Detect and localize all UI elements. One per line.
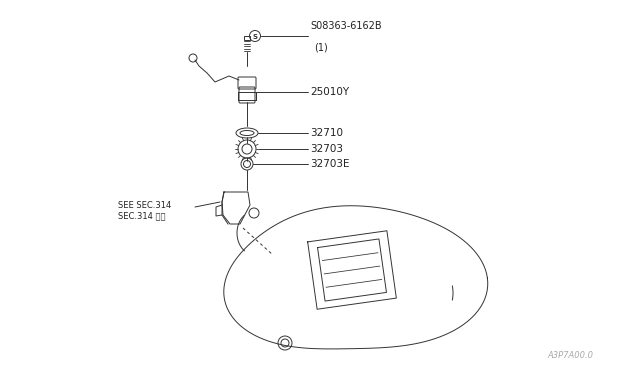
Bar	[238, 92, 256, 100]
Text: A3P7A00.0: A3P7A00.0	[547, 350, 593, 359]
Text: 32703E: 32703E	[310, 159, 349, 169]
Bar	[244, 36, 250, 40]
Text: SEC.314 参照: SEC.314 参照	[118, 212, 166, 221]
Text: 32703: 32703	[310, 144, 343, 154]
Text: S08363-6162B: S08363-6162B	[310, 21, 381, 31]
Text: 25010Y: 25010Y	[310, 87, 349, 97]
Text: 32710: 32710	[310, 128, 343, 138]
Text: (1): (1)	[314, 42, 328, 52]
Text: S: S	[253, 33, 257, 39]
Text: SEE SEC.314: SEE SEC.314	[118, 201, 172, 209]
